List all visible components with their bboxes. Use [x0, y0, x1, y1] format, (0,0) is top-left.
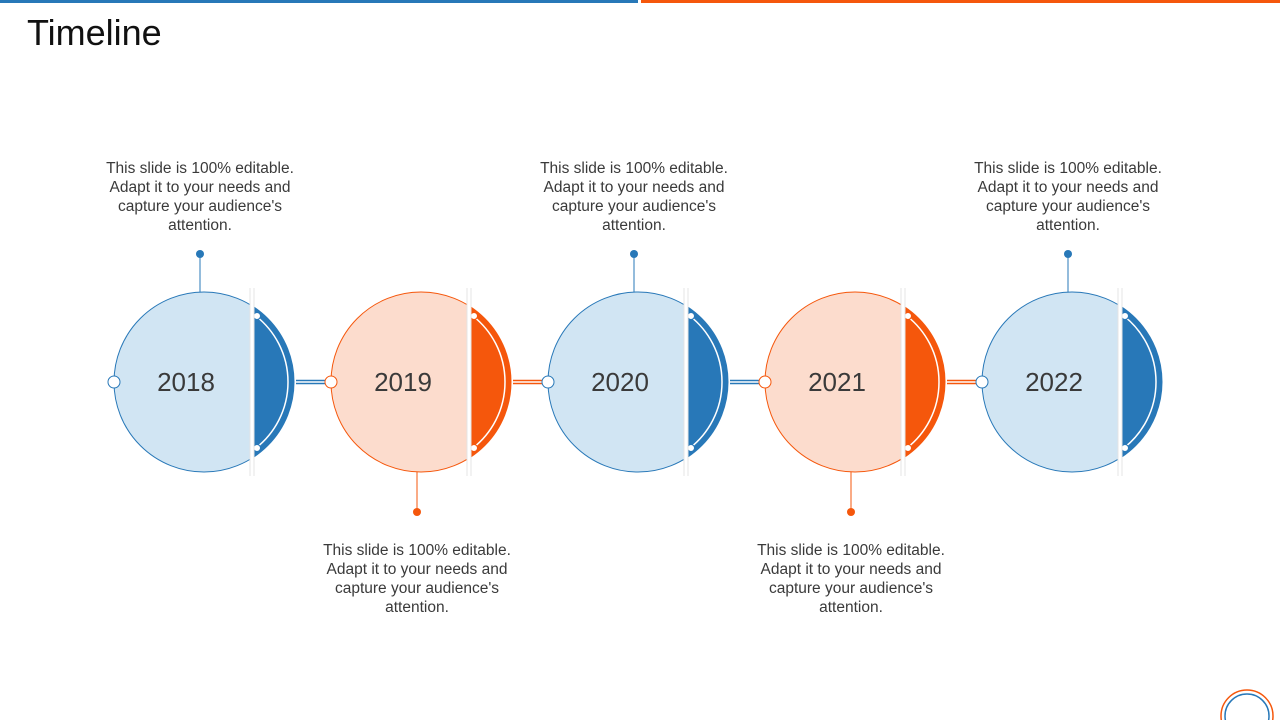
slide-title: Timeline	[27, 12, 162, 53]
milestone-2018: 2018	[107, 250, 295, 476]
top-accent-bar	[0, 0, 1280, 3]
milestone-2019: 2019	[324, 288, 512, 516]
top-accent-bar-orange	[641, 0, 1280, 3]
milestone-left-node	[541, 375, 555, 389]
milestone-side-segment	[469, 305, 511, 459]
arc-end-dot	[687, 312, 695, 321]
milestone-description: This slide is 100% editable. Adapt it to…	[106, 160, 294, 234]
milestone-left-node	[758, 375, 772, 389]
milestone-2020: 2020	[541, 250, 729, 476]
arc-end-dot	[904, 312, 912, 321]
arc-end-dot	[687, 443, 695, 452]
milestone-inner-arc	[472, 315, 506, 449]
arc-end-dot	[253, 312, 261, 321]
milestone-description: This slide is 100% editable. Adapt it to…	[323, 542, 511, 616]
milestone-stem-dot	[1064, 250, 1072, 258]
milestone-left-node	[107, 375, 121, 389]
milestone-stem-dot	[413, 508, 421, 516]
milestone-description: This slide is 100% editable. Adapt it to…	[974, 160, 1162, 234]
milestone-2022: 2022	[975, 250, 1163, 476]
milestone-year: 2022	[1025, 367, 1083, 397]
arc-end-dot	[470, 312, 478, 321]
milestone-divider	[1118, 288, 1122, 476]
milestone-side-segment	[686, 305, 728, 459]
milestone-stem-dot	[847, 508, 855, 516]
arc-end-dot	[470, 443, 478, 452]
milestone-stem-dot	[630, 250, 638, 258]
milestone-year: 2018	[157, 367, 215, 397]
top-accent-bar-blue	[0, 0, 638, 3]
arc-end-dot	[1121, 443, 1129, 452]
milestone-inner-arc	[689, 315, 723, 449]
milestone-side-segment	[1120, 305, 1162, 459]
milestone-divider	[684, 288, 688, 476]
arc-end-dot	[253, 443, 261, 452]
milestone-inner-arc	[906, 315, 940, 449]
milestone-divider	[467, 288, 471, 476]
milestone-year: 2021	[808, 367, 866, 397]
milestone-side-segment	[903, 305, 945, 459]
milestone-year: 2019	[374, 367, 432, 397]
milestone-2021: 2021	[758, 288, 946, 516]
milestone-divider	[901, 288, 905, 476]
milestone-left-node	[324, 375, 338, 389]
milestone-left-node	[975, 375, 989, 389]
arc-end-dot	[904, 443, 912, 452]
milestone-description: This slide is 100% editable. Adapt it to…	[540, 160, 728, 234]
milestone-description: This slide is 100% editable. Adapt it to…	[757, 542, 945, 616]
milestone-inner-arc	[255, 315, 289, 449]
milestone-inner-arc	[1123, 315, 1157, 449]
milestone-stem-dot	[196, 250, 204, 258]
milestone-divider	[250, 288, 254, 476]
corner-circle-icon	[1220, 689, 1274, 720]
milestone-side-segment	[252, 305, 294, 459]
milestone-year: 2020	[591, 367, 649, 397]
arc-end-dot	[1121, 312, 1129, 321]
